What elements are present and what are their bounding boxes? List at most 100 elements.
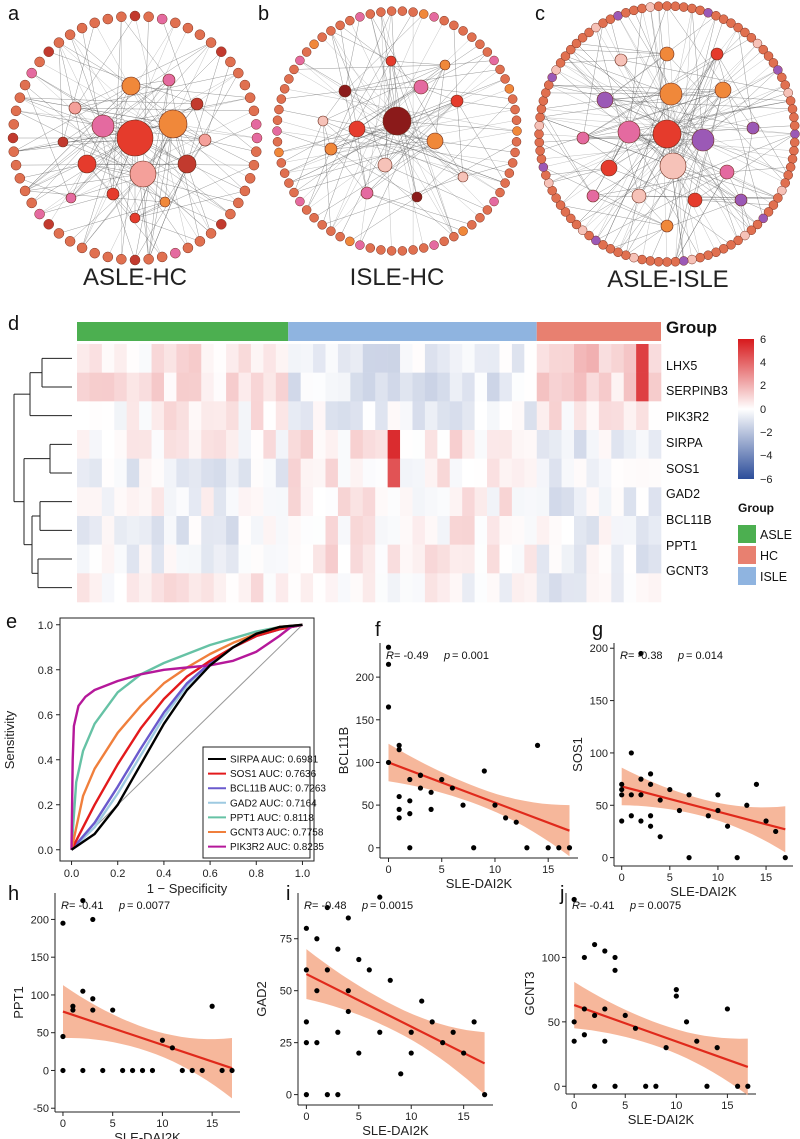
heatmap-cell — [89, 573, 103, 603]
heatmap-cell — [636, 401, 649, 431]
network-node — [57, 136, 69, 148]
x-tick-label: 10 — [712, 872, 724, 884]
data-point — [303, 1092, 309, 1098]
network-node — [177, 154, 197, 174]
network-node — [335, 20, 345, 31]
network-edge — [570, 49, 704, 141]
color-scale-tick: 4 — [760, 357, 766, 369]
network-node — [301, 205, 312, 215]
network-edge — [142, 173, 212, 234]
network-edge — [366, 140, 436, 194]
data-point — [657, 834, 663, 840]
heatmap-cell — [213, 372, 227, 402]
heatmap-cell — [375, 516, 388, 545]
heatmap-cell — [126, 487, 140, 517]
heatmap-cell — [213, 573, 227, 603]
heatmap-cell — [499, 573, 513, 603]
y-tick-label: 50 — [362, 800, 374, 812]
network-node — [746, 225, 757, 235]
network-edge — [19, 97, 258, 139]
heatmap-cell — [462, 516, 475, 545]
heatmap-cell — [362, 544, 376, 574]
heatmap-cell — [586, 401, 600, 431]
heatmap-cell — [536, 516, 550, 545]
network-node — [534, 120, 545, 131]
x-tick-label: 0 — [385, 864, 391, 876]
data-point — [90, 916, 96, 923]
roc-y-tick-label: 0.2 — [38, 800, 53, 812]
heatmap-cell — [163, 516, 177, 545]
network-node — [670, 256, 681, 267]
data-point — [683, 1019, 690, 1025]
roc-y-tick-label: 0.8 — [38, 665, 53, 677]
network-edge — [322, 120, 455, 237]
data-point — [647, 823, 654, 829]
network-node — [504, 168, 515, 178]
heatmap-cell — [313, 516, 326, 545]
data-point — [492, 802, 498, 808]
heatmap-cell — [549, 573, 562, 603]
network-node — [566, 213, 576, 224]
network-node — [733, 235, 743, 246]
heatmap-cell — [201, 458, 214, 488]
heatmap-cell — [611, 401, 625, 431]
network-edge — [565, 55, 672, 95]
network-node — [198, 133, 212, 147]
heatmap-cell — [524, 401, 538, 431]
network-node — [345, 15, 355, 26]
heatmap-cell — [101, 344, 115, 373]
regression-line — [62, 1010, 233, 1070]
network-edge — [390, 60, 455, 237]
heatmap-cell — [474, 544, 488, 574]
network-node — [14, 92, 26, 103]
network-node — [511, 137, 522, 147]
network-edge — [716, 53, 789, 176]
network-edge — [134, 164, 255, 219]
data-point — [450, 1029, 456, 1035]
network-node — [34, 56, 45, 68]
heatmap-cell — [536, 573, 550, 603]
heatmap-cell — [163, 544, 177, 574]
confidence-band — [63, 985, 232, 1099]
gene-label: PIK3R2 — [666, 410, 709, 424]
heatmap-cell — [275, 458, 289, 488]
network-node — [317, 220, 327, 230]
network-edge — [366, 192, 472, 226]
network-node — [740, 27, 750, 38]
heatmap-cell — [536, 401, 550, 431]
network-node — [418, 9, 429, 19]
network-edge — [592, 84, 786, 197]
data-point — [159, 1037, 166, 1043]
heatmap-cell — [474, 401, 488, 431]
heatmap-cell — [89, 544, 103, 574]
heatmap-cell — [151, 344, 165, 373]
heatmap-cell — [201, 372, 214, 402]
network-node — [670, 1, 681, 12]
heatmap-cell — [89, 458, 103, 488]
data-point — [356, 1050, 362, 1056]
network-edge — [58, 42, 239, 204]
heatmap-cell — [474, 487, 488, 517]
network-node — [162, 73, 176, 87]
network-node — [272, 126, 282, 136]
heatmap-cell — [437, 573, 451, 603]
network-node — [538, 96, 549, 106]
heatmap-cell — [300, 372, 314, 402]
data-point — [408, 1050, 414, 1056]
network-node — [695, 252, 705, 263]
data-point — [440, 1040, 446, 1046]
heatmap-cell — [288, 573, 301, 603]
y-axis-label: SOS1 — [570, 737, 585, 772]
heatmap-cell — [139, 458, 152, 488]
network-edge — [650, 139, 704, 262]
network-edge — [625, 53, 668, 256]
data-point — [612, 1083, 618, 1089]
network-edge — [420, 86, 513, 100]
heatmap-cell — [462, 544, 475, 574]
heatmap-cell — [524, 487, 538, 517]
heatmap-cell — [101, 458, 115, 488]
data-point — [638, 776, 644, 782]
network-node — [660, 219, 674, 233]
heatmap-cell — [499, 344, 513, 373]
network-node — [566, 44, 576, 55]
